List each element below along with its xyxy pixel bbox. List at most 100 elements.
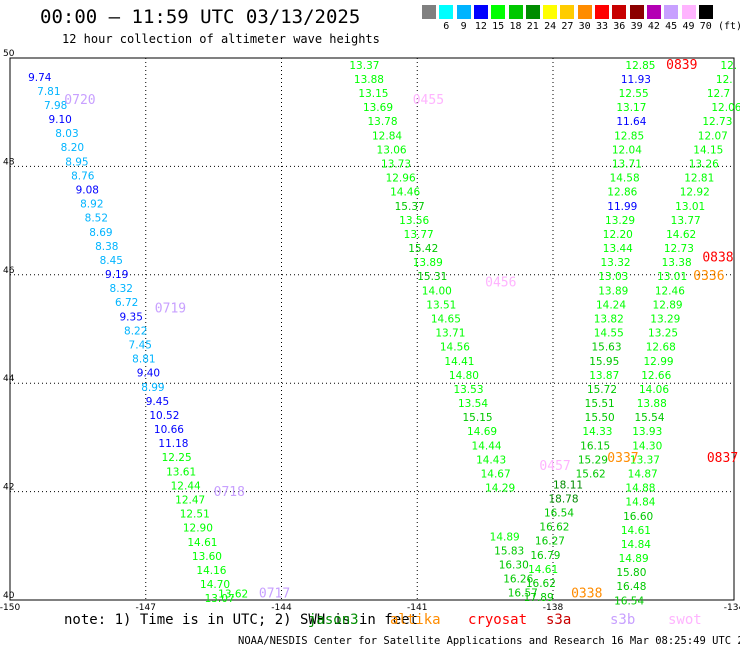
swh-value: 13.56 <box>399 215 429 227</box>
swh-value: 12.68 <box>646 342 676 354</box>
y-tick-label: 44 <box>3 374 15 384</box>
swh-value: 13.61 <box>166 466 196 478</box>
swh-value: 12.66 <box>641 370 671 382</box>
legend-swatch <box>525 5 540 19</box>
swh-value: 8.52 <box>85 213 108 225</box>
swh-value: 8.69 <box>89 227 112 239</box>
swh-value: 13.87 <box>589 370 619 382</box>
swh-value: 16.79 <box>530 550 560 562</box>
swh-value: 14.06 <box>639 384 669 396</box>
swh-value: 14.89 <box>619 553 649 565</box>
swh-value: 15.15 <box>463 412 493 424</box>
swh-value: 13.17 <box>616 102 646 114</box>
chart-subtitle: 12 hour collection of altimeter wave hei… <box>62 32 380 46</box>
swh-value: 15.83 <box>494 545 524 557</box>
swh-value: 13.29 <box>650 313 680 325</box>
swh-value: 16.54 <box>614 595 644 607</box>
swh-value: 12.7 <box>707 88 730 100</box>
pass-time-label: 0337 <box>607 451 638 466</box>
swh-value: 16.60 <box>623 511 653 523</box>
legend-swatch <box>473 5 488 19</box>
swh-value: 13.60 <box>192 551 222 563</box>
footnote: note: 1) Time is in UTC; 2) SWH is in fe… <box>64 612 419 628</box>
swh-value: 14.16 <box>196 565 226 577</box>
legend-label: 9 <box>460 21 467 32</box>
swh-value: 14.89 <box>490 531 520 543</box>
pass-time-label: 0837 <box>707 451 738 466</box>
swh-value: 13.73 <box>381 158 411 170</box>
satellite-jason3: jason3 <box>308 612 359 628</box>
swh-value: 13.06 <box>377 144 407 156</box>
swh-value: 13.44 <box>603 243 633 255</box>
x-tick-label: -134 <box>724 603 740 613</box>
swh-value: 14.30 <box>632 440 662 452</box>
swh-value: 12.04 <box>612 144 642 156</box>
legend-label: 39 <box>630 21 643 32</box>
swh-value: 13.38 <box>662 257 692 269</box>
swh-value: 12.07 <box>698 130 728 142</box>
swh-value: 14.62 <box>666 229 696 241</box>
axis-ticks: -150 -147 -144 -141 -138 -134 40 42 44 46 48 50 <box>0 49 740 613</box>
pass-time-label: 0838 <box>702 250 733 265</box>
legend-label: 24 <box>544 21 557 32</box>
swh-value: 11.93 <box>621 74 651 86</box>
y-tick-label: 50 <box>3 49 15 59</box>
legend-label: 18 <box>509 21 522 32</box>
legend-unit: (ft) <box>718 21 740 32</box>
swh-value: 13.03 <box>598 271 628 283</box>
y-tick-label: 46 <box>3 266 15 276</box>
legend-label: 33 <box>595 21 609 32</box>
swh-value: 14.56 <box>440 342 470 354</box>
swh-value: 10.52 <box>149 410 179 422</box>
satellite-s3a: s3a <box>546 612 572 628</box>
swh-value: 15.72 <box>587 384 617 396</box>
pass-time-label: 0457 <box>539 459 570 474</box>
swh-value: 12. <box>720 60 737 72</box>
swh-value: 13.25 <box>648 328 678 340</box>
swh-value: 14.15 <box>693 144 723 156</box>
x-tick-label: -141 <box>407 603 427 613</box>
swh-value: 13.37 <box>349 60 379 72</box>
pass-time-label: 0456 <box>485 276 516 291</box>
swh-value: 18.78 <box>548 493 578 505</box>
swh-value: 14.24 <box>596 299 626 311</box>
swh-value: 14.33 <box>582 426 612 438</box>
swh-value: 12.81 <box>684 173 714 185</box>
legend-swatch <box>422 5 436 19</box>
y-tick-label: 40 <box>3 591 15 601</box>
swh-value: 13.88 <box>354 74 384 86</box>
swh-value: 13.71 <box>612 158 642 170</box>
legend-label: 15 <box>492 21 505 32</box>
swh-value: 14.87 <box>628 469 658 481</box>
satellite-s3b: s3b <box>610 612 636 628</box>
swh-value: 14.80 <box>449 370 479 382</box>
legend-swatch <box>577 5 592 19</box>
swh-value: 13.54 <box>458 398 488 410</box>
legend-label: 21 <box>526 21 539 32</box>
legend-swatch <box>439 5 454 19</box>
swh-value: 12.89 <box>653 299 683 311</box>
swh-value: 15.37 <box>395 201 425 213</box>
swh-value: 13.26 <box>689 158 719 170</box>
swh-value: 15.54 <box>634 412 664 424</box>
swh-value: 8.76 <box>71 170 95 182</box>
swh-value: 8.38 <box>95 241 118 253</box>
pass-time-label: 0717 <box>259 586 290 601</box>
swh-value: 16.54 <box>544 508 574 520</box>
swh-value: 12.20 <box>603 229 633 241</box>
swh-value: 8.03 <box>55 128 78 140</box>
swh-value: 12.73 <box>664 243 694 255</box>
swh-value: 13.89 <box>598 285 628 297</box>
pass-time-label: 0719 <box>155 302 186 317</box>
swh-value: 12.46 <box>655 285 685 297</box>
swh-value: 9.10 <box>48 114 71 126</box>
x-tick-label: -147 <box>136 603 156 613</box>
swh-value: 11.18 <box>158 438 188 450</box>
swh-value: 13.15 <box>358 88 388 100</box>
swh-value: 9.45 <box>146 396 169 408</box>
legend-swatch <box>612 5 627 19</box>
swh-value: 16.15 <box>580 440 610 452</box>
swh-value: 8.32 <box>110 283 133 295</box>
credit-line: NOAA/NESDIS Center for Satellite Applica… <box>238 635 740 647</box>
swh-value: 16.62 <box>526 578 556 590</box>
